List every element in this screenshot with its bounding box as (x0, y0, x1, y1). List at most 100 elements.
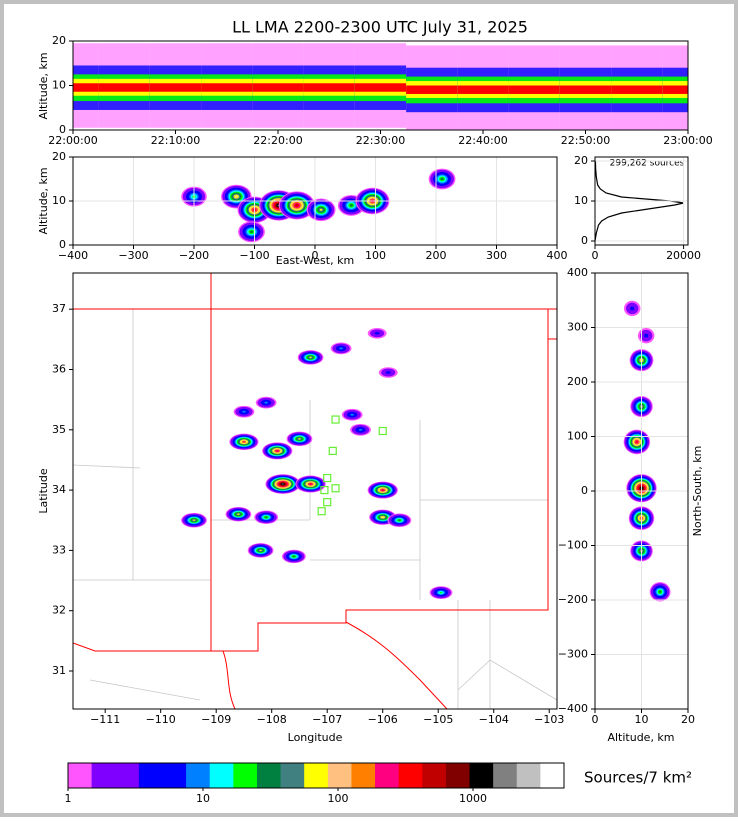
y-tick-label: 0 (59, 123, 66, 136)
x-tick-label: 400 (547, 249, 568, 262)
source-band (559, 85, 612, 94)
y-tick-label: 36 (52, 362, 66, 375)
x-tick-label: 22:20:00 (253, 134, 302, 147)
station (323, 498, 332, 507)
source-cluster (309, 356, 312, 359)
colorbar-cell (91, 763, 116, 788)
y-axis-label: Latitude (37, 468, 50, 514)
x-tick-label: 22:30:00 (356, 134, 405, 147)
y-tick-label: 300 (567, 321, 588, 334)
station (331, 484, 340, 493)
colorbar-cell (233, 763, 258, 788)
source-cluster (374, 331, 380, 335)
colorbar-cell (445, 763, 471, 788)
y-tick-label: −400 (558, 702, 588, 715)
x-tick-label: −111 (90, 713, 120, 726)
source-band (149, 83, 202, 92)
x-tick-label: −106 (368, 713, 398, 726)
station (378, 426, 387, 436)
state-borders (73, 273, 557, 709)
source-cluster (349, 204, 353, 207)
source-band (457, 85, 509, 94)
x-tick-label: 10 (196, 792, 210, 805)
source-band (406, 85, 458, 94)
source-cluster (295, 204, 298, 207)
y-tick-label: 33 (52, 543, 66, 556)
station (320, 485, 329, 495)
y-tick-label: 100 (567, 430, 588, 443)
y-tick-label: −100 (558, 539, 588, 552)
y-tick-label: 20 (52, 34, 66, 47)
x-tick-label: −105 (423, 713, 453, 726)
y-tick-label: 10 (52, 79, 66, 92)
source-cluster (319, 208, 323, 211)
colorbar-cell (398, 763, 423, 788)
station (328, 446, 337, 455)
colorbar-cell (138, 763, 163, 788)
source-cluster (309, 483, 312, 485)
y-tick-label: −200 (558, 593, 588, 606)
x-tick-label: 0 (592, 249, 599, 262)
source-cluster (440, 177, 444, 181)
x-tick-label: 0 (592, 713, 599, 726)
source-band (508, 85, 560, 94)
plot-area (73, 43, 688, 130)
x-tick-label: −108 (257, 713, 287, 726)
x-tick-label: −107 (312, 713, 342, 726)
source-cluster (398, 519, 401, 521)
source-band (73, 83, 99, 92)
colorbar-cell (351, 763, 376, 788)
source-cluster (192, 519, 196, 521)
colorbar-cell (516, 763, 541, 788)
colorbar-cell (422, 763, 447, 788)
colorbar-cell (375, 763, 400, 788)
x-tick-label: 1 (65, 792, 72, 805)
x-tick-label: 10 (635, 713, 649, 726)
source-cluster (358, 428, 363, 431)
x-tick-label: −400 (58, 249, 88, 262)
y-tick-label: −300 (558, 648, 588, 661)
x-axis-label: Altitude, km (607, 731, 674, 744)
colorbar-cell (162, 763, 187, 788)
source-cluster (635, 441, 638, 443)
axes-frame (594, 272, 689, 710)
x-tick-label: −104 (479, 713, 509, 726)
y-tick-label: 0 (59, 238, 66, 251)
source-cluster (630, 306, 635, 311)
x-tick-label: 0 (312, 249, 319, 262)
y-tick-label: 0 (581, 484, 588, 497)
y-tick-label: 10 (52, 194, 66, 207)
source-band (611, 85, 663, 94)
station (331, 415, 340, 424)
colorbar-cell (256, 763, 282, 788)
source-cluster (350, 413, 354, 416)
x-tick-label: 300 (486, 249, 507, 262)
x-tick-label: 20 (681, 713, 695, 726)
source-band (252, 83, 304, 92)
source-band (354, 83, 407, 92)
x-tick-label: −300 (118, 249, 148, 262)
colorbar-frame (67, 762, 565, 789)
colorbar-cell (115, 763, 140, 788)
station (317, 507, 326, 516)
source-cluster (381, 516, 384, 518)
colorbar-label: Sources/7 km² (584, 769, 692, 787)
x-tick-label: −110 (146, 713, 176, 726)
source-cluster (339, 347, 343, 350)
source-cluster (385, 371, 391, 374)
source-cluster (237, 513, 240, 515)
source-cluster (298, 438, 301, 440)
source-cluster (264, 401, 268, 404)
y-axis-label: Altitude, km (37, 167, 50, 234)
y-tick-label: 0 (581, 234, 588, 247)
y-tick-label: 10 (574, 194, 588, 207)
y-tick-label: 31 (52, 664, 66, 677)
y-tick-label: 32 (52, 604, 66, 617)
y-tick-label: 20 (574, 154, 588, 167)
colorbar-cell (327, 763, 352, 788)
chart-title: LL LMA 2200-2300 UTC July 31, 2025 (232, 18, 528, 37)
colorbar-cell (304, 763, 329, 788)
source-cluster (235, 195, 238, 198)
x-tick-label: 1000 (459, 792, 487, 805)
